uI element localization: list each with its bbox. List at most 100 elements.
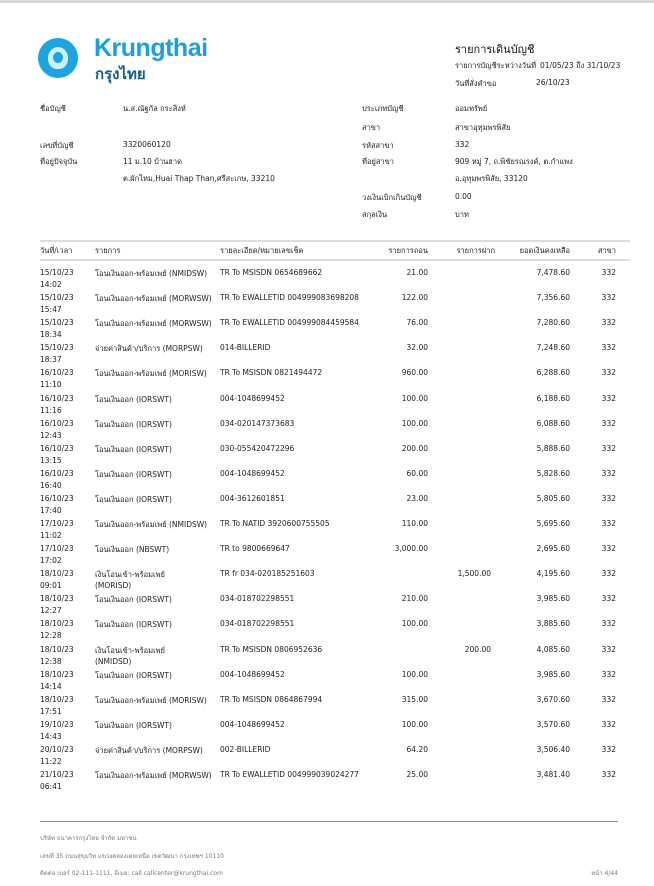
cell-desc: โอนเงินออก (IORSWT): [95, 444, 172, 454]
cell-date: 19/10/23: [40, 719, 74, 729]
cell-withdraw: 100.00: [401, 719, 428, 729]
cell-date: 15/10/23: [40, 318, 74, 328]
cell-branch: 332: [601, 694, 616, 704]
cell-deposit: 200.00: [464, 644, 491, 654]
cell-date: 17/10/23: [40, 544, 74, 554]
cell-balance: 3,985.60: [536, 594, 570, 604]
cell-detail: 004-3612601851: [220, 493, 285, 503]
cell-time: 12:27: [40, 606, 62, 616]
cell-detail: 034-018702298551: [220, 594, 295, 604]
cell-date: 16/10/23: [40, 368, 74, 378]
cell-desc: โอนเงินออก (IORSWT): [95, 419, 172, 429]
cell-detail: 030-055420472296: [220, 443, 295, 453]
cell-desc2: (MORISD): [95, 581, 132, 591]
cell-branch: 332: [601, 368, 616, 378]
cell-date: 16/10/23: [40, 393, 74, 403]
cell-date: 15/10/23: [40, 343, 74, 353]
cell-withdraw: 21.00: [406, 268, 428, 277]
cell-branch: 332: [601, 719, 616, 729]
cell-withdraw: 110.00: [401, 519, 428, 528]
cell-detail: 034-018702298551: [220, 619, 295, 629]
cell-balance: 4,195.60: [536, 569, 570, 579]
cell-time: 11:02: [40, 531, 62, 540]
cell-time: 11:10: [40, 380, 62, 390]
cell-desc: โอนเงินออก-พร้อมเพย์ (NMIDSW): [95, 520, 208, 529]
cell-branch: 332: [601, 293, 616, 303]
address-label: ที่อยู่ปัจจุบัน: [40, 157, 78, 166]
cell-time: 14:14: [40, 681, 62, 691]
branch-address-label: ที่อยู่สาขา: [362, 157, 394, 166]
cell-branch: 332: [601, 744, 616, 754]
cell-date: 18/10/23: [40, 569, 74, 579]
cell-date: 18/10/23: [40, 619, 74, 629]
cell-branch: 332: [601, 594, 616, 604]
account-name: น.ส.ณัฐกัล กระสิงห์: [123, 104, 186, 113]
cell-branch: 332: [601, 669, 616, 679]
cell-branch: 332: [601, 443, 616, 453]
cell-balance: 7,356.60: [536, 293, 570, 303]
cell-balance: 3,885.60: [536, 619, 570, 629]
cell-time: 18:37: [40, 355, 62, 365]
cell-balance: 3,985.60: [536, 669, 570, 679]
cell-desc: โอนเงินออก (IORSWT): [95, 469, 172, 479]
cell-desc: โอนเงินออก-พร้อมเพย์ (MORWSW): [95, 319, 212, 329]
cell-detail: 004-1048699452: [220, 669, 285, 679]
cell-withdraw: 100.00: [401, 418, 428, 428]
cell-withdraw: 960.00: [401, 368, 428, 378]
cell-date: 16/10/23: [40, 468, 74, 478]
cell-time: 11:16: [40, 405, 62, 415]
cell-date: 16/10/23: [40, 418, 74, 428]
cell-desc: โอนเงินออก (IORSWT): [95, 720, 172, 730]
account-number: 3320060120: [123, 140, 171, 149]
cell-detail: TR To MSISDN 0864867994: [220, 694, 323, 704]
account-type: ออมทรัพย์: [455, 104, 488, 113]
branch: สาขาอุทุมพรพิสัย: [455, 123, 511, 132]
cell-date: 18/10/23: [40, 669, 74, 679]
cell-balance: 5,805.60: [536, 493, 570, 503]
cell-detail: TR To EWALLETID 004999083698208: [220, 293, 359, 303]
col-header-withdraw: รายการถอน: [388, 246, 428, 255]
cell-detail: 002-BILLERID: [220, 744, 271, 754]
cell-withdraw: 200.00: [401, 443, 428, 453]
col-header-deposit: รายการฝาก: [456, 246, 495, 255]
cell-desc: โอนเงินออก-พร้อมเพย์ (MORWSW): [95, 771, 212, 780]
col-header-description: รายการ: [95, 246, 121, 255]
cell-time: 17:40: [40, 505, 62, 515]
overdraft-label: วงเงินเบิกเกินบัญชี: [362, 193, 422, 202]
cell-balance: 3,481.40: [536, 770, 570, 779]
cell-desc: เงินโอนเข้า-พร้อมเพย์: [95, 570, 165, 580]
cell-detail: TR To MSISDN 0806952636: [220, 644, 323, 654]
cell-withdraw: 100.00: [401, 619, 428, 629]
cell-withdraw: 3,000.00: [394, 544, 428, 554]
cell-detail: 014-BILLERID: [220, 343, 271, 353]
cell-time: 06:41: [40, 782, 62, 791]
cell-branch: 332: [601, 418, 616, 428]
cell-date: 15/10/23: [40, 293, 74, 303]
cell-branch: 332: [601, 770, 616, 779]
cell-deposit: 1,500.00: [457, 569, 491, 579]
cell-withdraw: 23.00: [406, 493, 428, 503]
cell-desc: โอนเงินออก (IORSWT): [95, 394, 172, 404]
brand-name-th: กรุงไทย: [95, 65, 146, 83]
brand-name-en: Krungthai: [94, 34, 208, 62]
cell-desc: โอนเงินออก-พร้อมเพย์ (MORISW): [95, 695, 207, 705]
address-line-1: 11 ม.10 บ้านฮาด: [123, 157, 182, 166]
cell-detail: TR To EWALLETID 004999039024277: [220, 770, 359, 779]
cell-detail: TR fr 034-020185251603: [220, 569, 315, 579]
cell-time: 09:01: [40, 581, 62, 591]
cell-detail: 004-1048699452: [220, 719, 285, 729]
cell-balance: 5,695.60: [536, 519, 570, 528]
overdraft: 0.00: [455, 192, 472, 201]
currency-label: สกุลเงิน: [362, 210, 388, 219]
cell-desc2: (NMIDSD): [95, 656, 132, 666]
cell-branch: 332: [601, 519, 616, 528]
cell-balance: 5,888.60: [536, 443, 570, 453]
col-header-branch: สาขา: [597, 246, 616, 255]
cell-time: 17:02: [40, 556, 62, 566]
cell-desc: โอนเงินออก-พร้อมเพย์ (MORISW): [95, 369, 207, 379]
cell-withdraw: 100.00: [401, 669, 428, 679]
cell-branch: 332: [601, 318, 616, 328]
cell-withdraw: 122.00: [401, 293, 428, 303]
footer-page-number: หน้า 4/44: [591, 870, 618, 877]
cell-date: 21/10/23: [40, 770, 74, 779]
